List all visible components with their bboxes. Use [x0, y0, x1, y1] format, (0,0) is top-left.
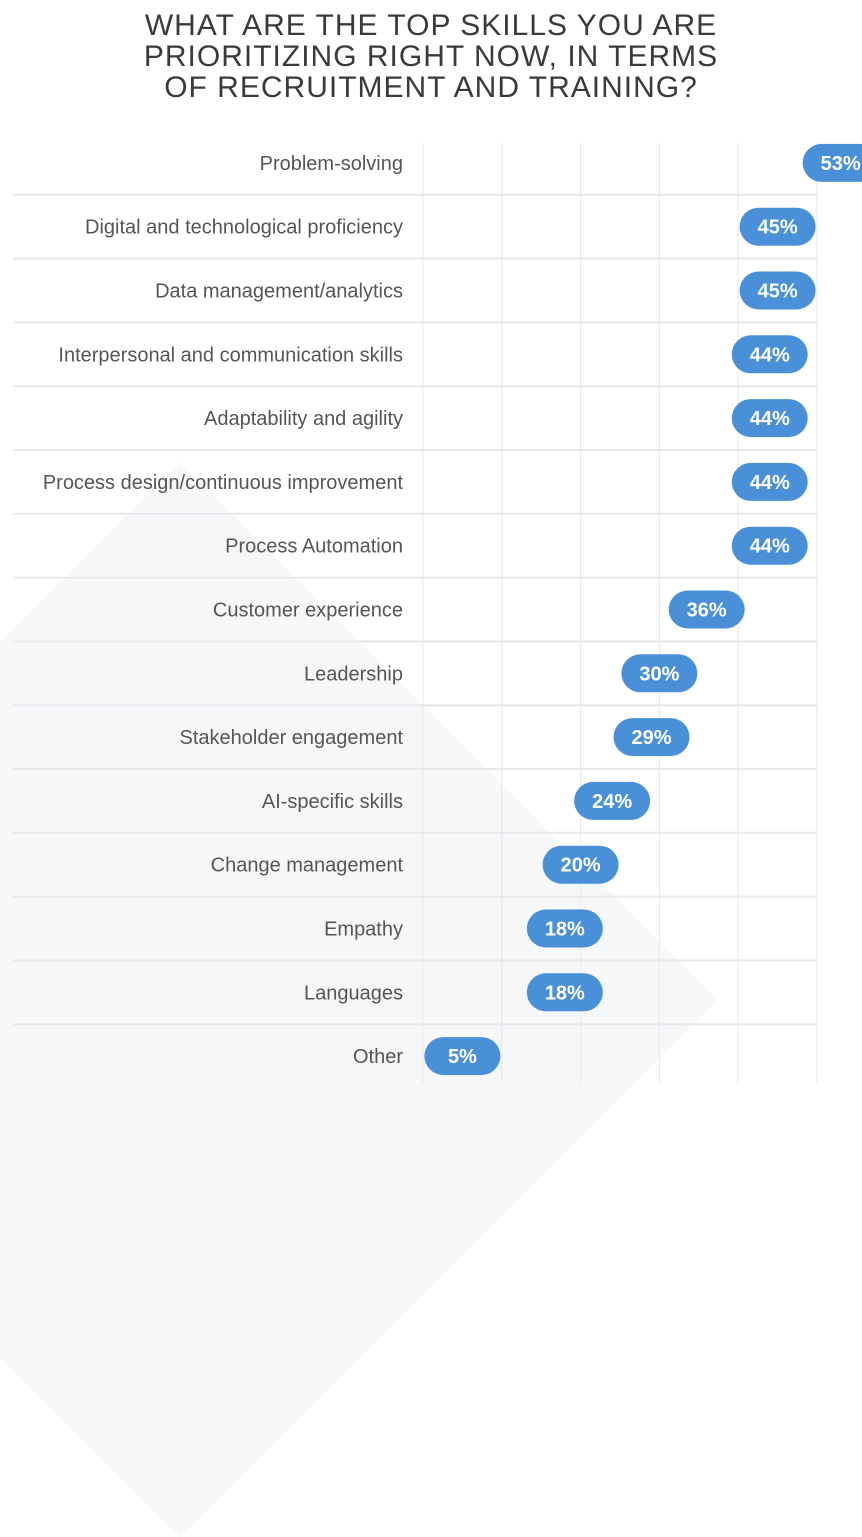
value-marker — [739, 207, 816, 246]
value-marker — [526, 973, 603, 1012]
category-label: Adaptability and agility — [204, 408, 403, 430]
value-label: 18% — [545, 982, 585, 1004]
category-label: Empathy — [324, 919, 403, 941]
value-label: 30% — [639, 663, 679, 685]
category-label: Languages — [304, 982, 403, 1004]
category-label: Change management — [211, 855, 404, 877]
value-marker — [613, 718, 690, 757]
value-label: 45% — [758, 217, 798, 239]
value-label: 44% — [750, 472, 790, 494]
value-marker — [424, 1037, 501, 1076]
category-label: Other — [353, 1046, 403, 1068]
category-label: Problem-solving — [260, 153, 403, 175]
chart-title-line-1: WHAT ARE THE TOP SKILLS YOU ARE — [144, 9, 718, 42]
category-label: Digital and technological proficiency — [85, 217, 403, 239]
value-marker — [574, 781, 651, 820]
category-label: Customer experience — [213, 600, 403, 622]
chart-title-line-2: PRIORITIZING RIGHT NOW, IN TERMS — [143, 40, 719, 73]
category-label: Process Automation — [225, 536, 403, 558]
chart-title-line-3: OF RECRUITMENT AND TRAINING? — [164, 71, 698, 104]
value-marker — [542, 845, 619, 884]
value-marker — [731, 462, 808, 501]
value-label: 24% — [592, 791, 632, 813]
value-label: 20% — [561, 855, 601, 877]
value-marker — [802, 143, 862, 182]
category-label: Leadership — [304, 663, 403, 685]
category-label: Process design/continuous improvement — [43, 472, 404, 494]
page: WHAT ARE THE TOP SKILLS YOU ARE PRIORITI… — [0, 10, 862, 1083]
category-label: Data management/analytics — [155, 281, 403, 303]
category-label: AI-specific skills — [262, 791, 403, 813]
value-label: 44% — [750, 408, 790, 430]
value-marker — [621, 654, 698, 693]
value-label: 45% — [758, 281, 798, 303]
value-marker — [526, 909, 603, 948]
value-marker — [731, 399, 808, 438]
skills-chart: Problem-solving 53% Digital and technologi… — [13, 143, 862, 1083]
value-label: 53% — [821, 153, 861, 175]
value-marker — [731, 526, 808, 565]
value-marker — [731, 335, 808, 374]
value-marker — [739, 271, 816, 310]
chart-title: WHAT ARE THE TOP SKILLS YOU ARE PRIORITI… — [0, 10, 862, 103]
value-label: 44% — [750, 344, 790, 366]
value-label: 18% — [545, 919, 585, 941]
category-label: Interpersonal and communication skills — [58, 344, 403, 366]
value-marker — [668, 590, 745, 629]
value-label: 44% — [750, 536, 790, 558]
value-label: 29% — [632, 727, 672, 749]
value-label: 5% — [448, 1046, 477, 1068]
value-label: 36% — [687, 600, 727, 622]
category-label: Stakeholder engagement — [180, 727, 404, 749]
